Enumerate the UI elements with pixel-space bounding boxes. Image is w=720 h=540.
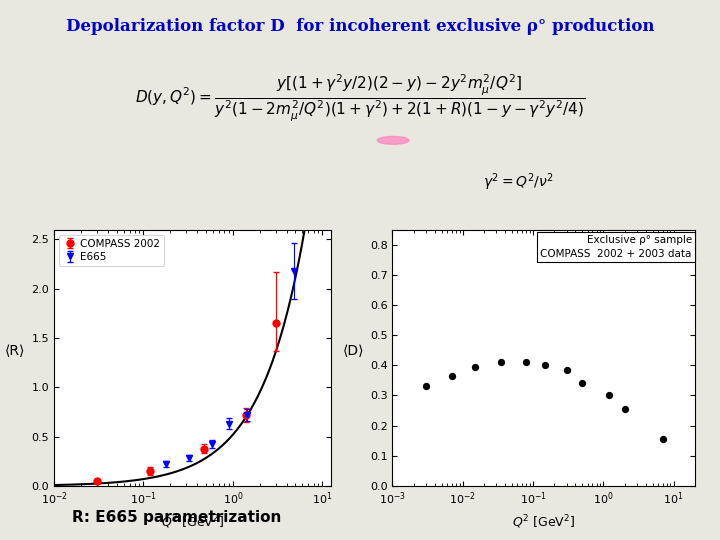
Point bbox=[657, 435, 669, 443]
Point bbox=[446, 372, 458, 380]
Point bbox=[540, 361, 552, 369]
X-axis label: $Q^2$ [GeV$^2$]: $Q^2$ [GeV$^2$] bbox=[512, 513, 575, 531]
X-axis label: $Q^2$ [GeV$^2$]: $Q^2$ [GeV$^2$] bbox=[161, 513, 224, 531]
Point bbox=[618, 405, 630, 414]
Point bbox=[420, 382, 432, 391]
Text: $\gamma^2 = Q^2 / \nu^2$: $\gamma^2 = Q^2 / \nu^2$ bbox=[483, 172, 554, 193]
Point bbox=[495, 358, 507, 367]
Point bbox=[561, 366, 572, 374]
Text: R: E665 parametrization: R: E665 parametrization bbox=[72, 510, 282, 525]
Y-axis label: ⟨D⟩: ⟨D⟩ bbox=[343, 344, 364, 357]
Point bbox=[521, 358, 532, 367]
Point bbox=[577, 379, 588, 388]
Text: Depolarization factor D  for incoherent exclusive ρ° production: Depolarization factor D for incoherent e… bbox=[66, 18, 654, 35]
Point bbox=[603, 391, 615, 400]
Text: $D(y, Q^2) = \dfrac{y[(1 + \gamma^2 y/2)(2 - y) - 2y^2 m_{\mu}^2/Q^2]}{y^2(1 - 2: $D(y, Q^2) = \dfrac{y[(1 + \gamma^2 y/2)… bbox=[135, 73, 585, 124]
Point bbox=[469, 362, 481, 371]
Y-axis label: ⟨R⟩: ⟨R⟩ bbox=[4, 344, 25, 357]
Circle shape bbox=[377, 137, 409, 144]
Text: Exclusive ρ° sample
COMPASS  2002 + 2003 data: Exclusive ρ° sample COMPASS 2002 + 2003 … bbox=[541, 234, 692, 259]
Legend: COMPASS 2002, E665: COMPASS 2002, E665 bbox=[59, 235, 164, 266]
